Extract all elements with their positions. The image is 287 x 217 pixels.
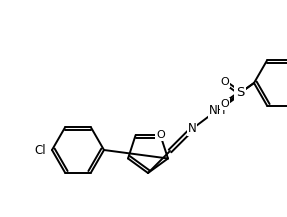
Text: NH: NH xyxy=(209,105,227,117)
Text: S: S xyxy=(236,87,244,100)
Text: O: O xyxy=(221,77,229,87)
Text: O: O xyxy=(156,130,165,140)
Text: Cl: Cl xyxy=(34,143,46,156)
Text: N: N xyxy=(188,123,196,135)
Text: O: O xyxy=(221,99,229,109)
